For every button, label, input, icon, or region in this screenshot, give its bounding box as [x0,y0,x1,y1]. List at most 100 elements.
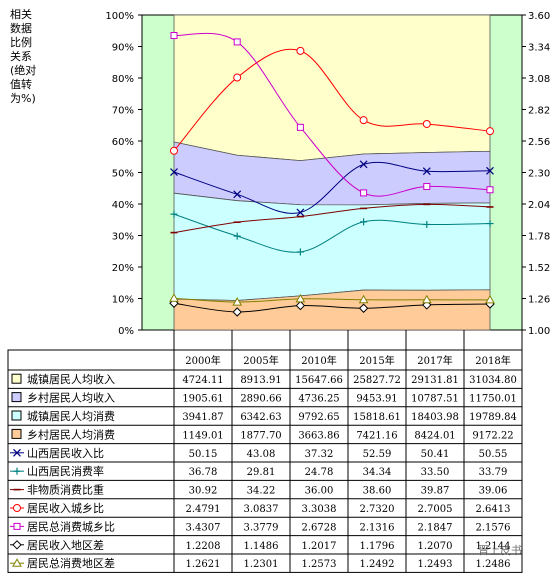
table-cell: 10787.51 [411,394,459,405]
table-cell: 3.3038 [302,504,337,515]
table-cell: 1.2621 [186,559,221,570]
table-cell: 15818.61 [353,412,401,423]
left-tick-label: 40% [112,200,134,211]
left-tick-label: 80% [112,74,134,85]
table-cell: 3.0837 [244,504,279,515]
table-cell: 2890.66 [240,394,281,405]
marker-shape [485,294,495,304]
marker-shape [421,294,432,304]
legend-marker [13,448,21,457]
marker-shape [232,297,243,306]
table-cell: 4736.25 [298,394,339,405]
table-cell: 8424.01 [414,430,455,441]
category-label: 2010年 [301,354,336,367]
point-居民收入城乡比 [170,146,178,155]
marker-shape [170,32,178,40]
marker-shape [296,123,304,131]
table-cell: 3.4307 [186,522,221,533]
point-山西居民消费率 [170,210,178,218]
marker-shape [170,146,178,155]
table-row-label: 山西居民收入比 [27,446,104,460]
table-cell: 2.7320 [360,504,395,515]
table-cell: 18403.98 [411,412,459,423]
marker-shape [232,307,242,317]
point-山西居民收入比 [296,208,305,217]
marker-shape [295,300,306,311]
table-cell: 39.87 [421,486,450,497]
table-cell: 33.79 [479,467,508,478]
point-居民总消费地区差 [421,294,432,304]
table-row-label: 城镇居民人均消费 [27,409,115,423]
point-居民总消费城乡比 [360,189,368,197]
table-row-label: 乡村居民人均消费 [27,427,115,441]
legend-swatch [11,410,22,421]
watermark: 晋上皮书 [478,544,522,557]
left-axis-title-line: 关系 [10,50,32,63]
line-非物质消费比重 [173,203,491,234]
right-tick-label: 1.26 [528,295,550,306]
marker-shape [13,522,21,530]
legend-marker [12,558,22,567]
table-cell: 1.2144 [476,541,511,552]
marker-shape [169,293,179,302]
legend-swatch [11,392,22,403]
table-row-label: 居民收入地区差 [27,538,104,552]
table-cell: 39.06 [479,486,508,497]
left-tick-label: 90% [112,43,134,54]
table-cell: 9792.65 [298,412,339,423]
point-居民收入城乡比 [296,46,305,55]
marker-shape [359,116,368,125]
table-cell: 50.41 [421,449,450,460]
table-cell: 52.59 [363,449,392,460]
marker-stroke [359,160,368,169]
area-城镇居民人均消费 [173,192,491,301]
table-cell: 50.55 [479,449,508,460]
legend-marker [13,504,21,512]
table-row-label: 居民总消费城乡比 [27,519,115,533]
table-cell: 34.34 [363,467,392,478]
table-cell: 31034.80 [469,375,517,386]
table-cell: 1.2301 [244,559,279,570]
table-cell: 3941.87 [182,412,223,423]
table-cell: 33.50 [421,467,450,478]
right-tick-label: 2.30 [528,169,550,180]
right-tick-label: 3.34 [528,43,550,54]
table-cell: 9172.22 [472,430,513,441]
legend-swatch [11,428,22,439]
point-居民总消费地区差 [169,293,179,302]
marker-shape [358,294,369,304]
left-tick-label: 60% [112,137,134,148]
marker-stroke [486,166,494,175]
table-cell: 2.1576 [476,522,511,533]
category-label: 2005年 [243,354,278,367]
table-cell: 1149.01 [182,430,223,441]
left-axis-title-line: 值转 [10,78,32,91]
point-山西居民消费率 [423,220,431,228]
table-cell: 30.92 [189,486,218,497]
table-row-label: 居民收入城乡比 [27,501,104,515]
legend-marker [13,522,21,530]
table-row-label: 城镇居民人均收入 [27,372,115,386]
category-label: 2017年 [417,354,452,367]
table-cell: 38.60 [363,486,392,497]
point-居民总消费地区差 [232,297,243,306]
right-tick-label: 3.60 [528,11,550,22]
line-居民总消费地区差 [173,297,491,303]
right-tick-label: 3.08 [528,74,550,85]
right-tick-label: 2.82 [528,106,550,117]
table-cell: 2.1847 [418,522,453,533]
left-axis-title-line: (绝对 [10,64,37,77]
point-山西居民收入比 [422,167,431,176]
category-label: 2018年 [475,354,510,367]
point-山西居民消费率 [486,220,494,228]
table-cell: 19789.84 [469,412,517,423]
point-居民总消费地区差 [295,293,306,303]
marker-shape [12,558,22,567]
marker-shape [233,38,241,46]
table-cell: 29.81 [247,467,276,478]
left-axis-title: 相关 数据 比例 关系 (绝对 值转 为%) [10,8,40,106]
point-居民收入城乡比 [422,119,431,128]
marker-stroke [13,448,21,457]
table-cell: 6342.63 [240,412,281,423]
marker-shape [360,189,368,197]
